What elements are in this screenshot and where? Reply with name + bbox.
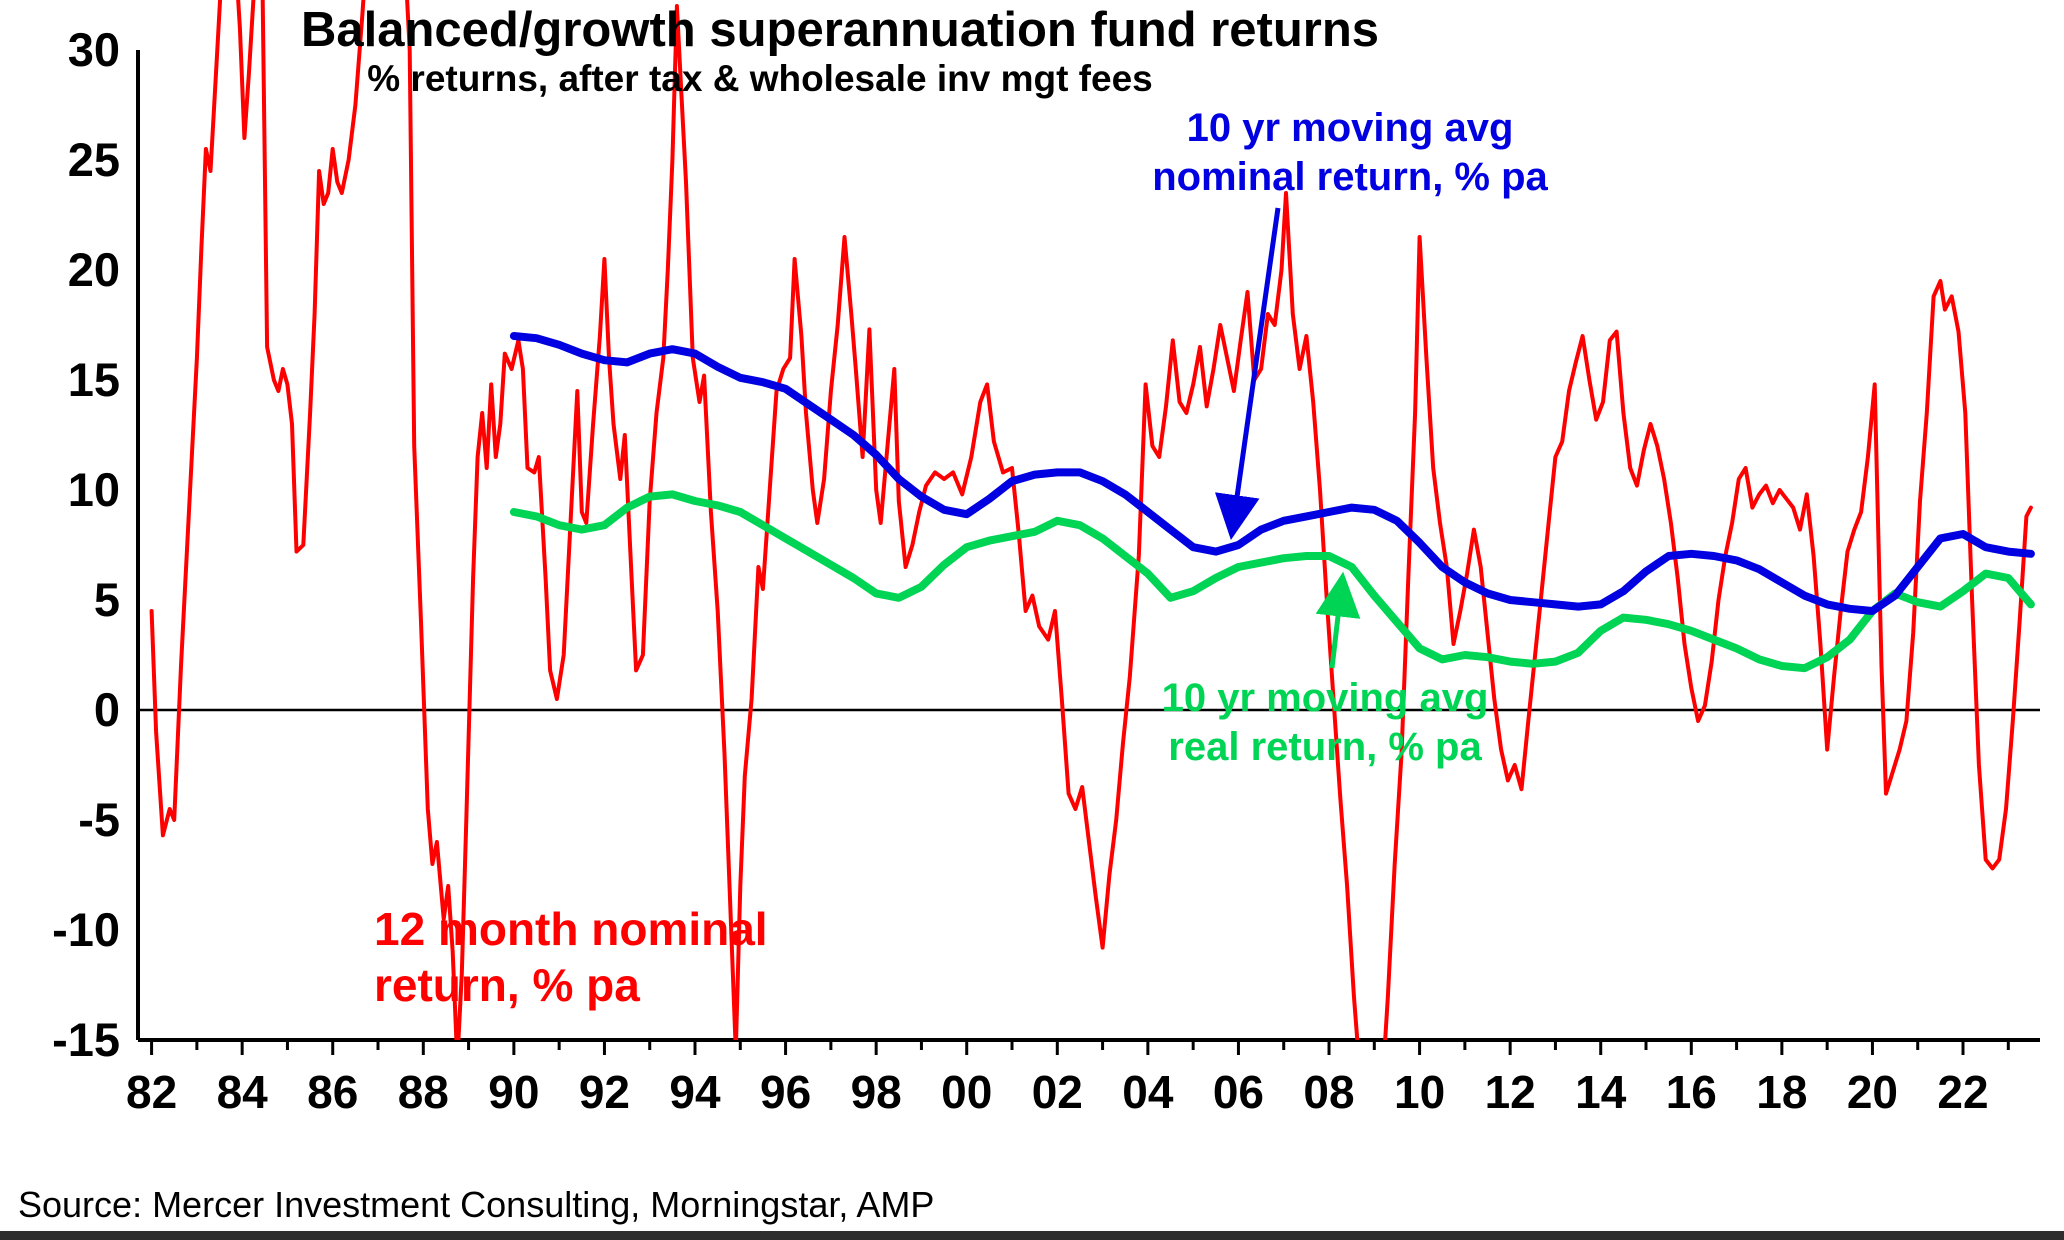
- svg-text:84: 84: [217, 1066, 269, 1118]
- svg-text:16: 16: [1666, 1066, 1717, 1118]
- svg-text:92: 92: [579, 1066, 630, 1118]
- svg-text:88: 88: [398, 1066, 449, 1118]
- annotation-real-line2: real return, % pa: [1168, 724, 1482, 769]
- svg-text:10: 10: [1394, 1066, 1445, 1118]
- svg-text:30: 30: [68, 23, 120, 76]
- svg-text:00: 00: [941, 1066, 992, 1118]
- bottom-bar: [0, 1231, 2064, 1240]
- svg-text:15: 15: [68, 353, 120, 406]
- svg-text:98: 98: [851, 1066, 902, 1118]
- svg-text:5: 5: [94, 573, 120, 626]
- svg-text:94: 94: [669, 1066, 721, 1118]
- svg-text:18: 18: [1756, 1066, 1807, 1118]
- svg-text:0: 0: [94, 683, 120, 736]
- svg-text:06: 06: [1213, 1066, 1264, 1118]
- annotation-12m-line2: return, % pa: [374, 959, 640, 1012]
- svg-text:14: 14: [1575, 1066, 1627, 1118]
- svg-text:10: 10: [68, 463, 120, 516]
- svg-text:12: 12: [1485, 1066, 1536, 1118]
- annotation-12m-line1: 12 month nominal: [374, 903, 768, 955]
- svg-text:22: 22: [1937, 1066, 1988, 1118]
- svg-text:25: 25: [68, 133, 120, 186]
- svg-text:82: 82: [126, 1066, 177, 1118]
- svg-text:96: 96: [760, 1066, 811, 1118]
- svg-text:04: 04: [1122, 1066, 1174, 1118]
- source-note: Source: Mercer Investment Consulting, Mo…: [18, 1184, 935, 1225]
- svg-text:90: 90: [488, 1066, 539, 1118]
- annotation-real-line1: 10 yr moving avg: [1161, 676, 1489, 720]
- svg-text:-15: -15: [52, 1013, 120, 1066]
- svg-text:-5: -5: [78, 793, 120, 846]
- annotation-12-month-nominal: 12 month nominal return, % pa: [374, 901, 934, 1013]
- svg-text:08: 08: [1303, 1066, 1354, 1118]
- chart-subtitle: % returns, after tax & wholesale inv mgt…: [367, 58, 1153, 99]
- annotation-nominal-line1: 10 yr moving avg: [1186, 106, 1514, 150]
- svg-text:20: 20: [1847, 1066, 1898, 1118]
- svg-text:86: 86: [307, 1066, 358, 1118]
- svg-text:02: 02: [1032, 1066, 1083, 1118]
- svg-text:-10: -10: [52, 903, 120, 956]
- svg-text:20: 20: [68, 243, 120, 296]
- annotation-real-moving-avg: 10 yr moving avg real return, % pa: [1095, 674, 1555, 772]
- annotation-nominal-moving-avg: 10 yr moving avg nominal return, % pa: [1120, 104, 1580, 202]
- chart-title: Balanced/growth superannuation fund retu…: [300, 3, 1380, 57]
- annotation-nominal-line2: nominal return, % pa: [1152, 154, 1548, 199]
